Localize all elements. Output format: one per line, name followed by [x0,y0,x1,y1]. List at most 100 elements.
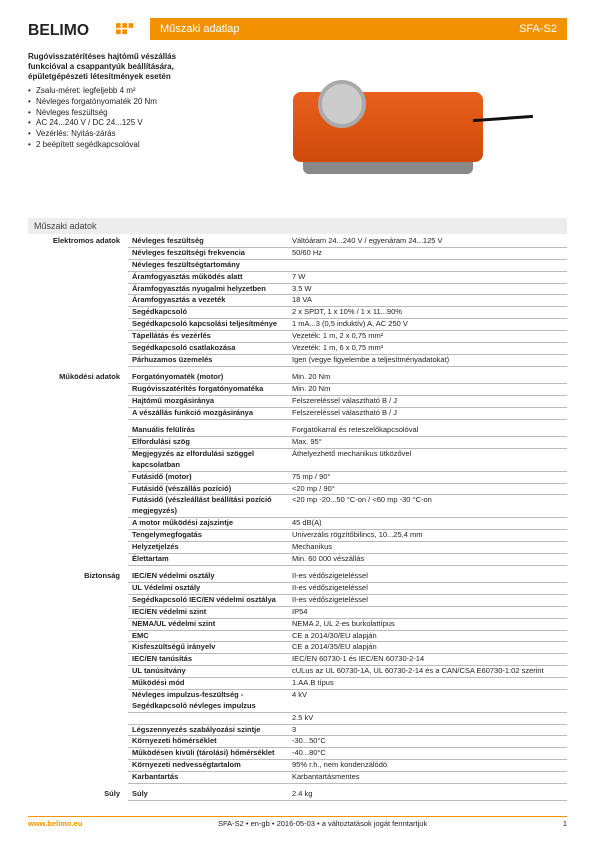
table-row: EMCCE a 2014/30/EU alapján [28,630,567,642]
spec-label: Futásidő (vészleállást beállítási pozíci… [128,495,288,518]
table-row: Tápellátás és vezérlésVezeték: 1 m, 2 x … [28,331,567,343]
title-bar: Műszaki adatlap SFA-S2 [150,18,567,40]
spec-label: Elfordulási szög [128,437,288,449]
spec-label: Tengelymegfogatás [128,530,288,542]
table-row: KarbantartásKarbantartásmentes [28,772,567,784]
spec-value: Felszereléssel választható B / J [288,395,567,407]
table-row: Névleges impulzus-feszültség - Segédkapc… [28,689,567,712]
spec-label: Segédkapcsoló [128,307,288,319]
spec-value: <20 mp -20...50 °C-on / <60 mp -30 °C-on [288,495,567,518]
spec-value: II-es védőszigeteléssel [288,583,567,595]
table-row: Kisfeszültségű irányelvCE a 2014/35/EU a… [28,642,567,654]
spec-value: Forgatókarral és reteszelőkapcsolóval [288,425,567,436]
spec-value: 2 x SPDT, 1 x 10% / 1 x 11...90% [288,307,567,319]
intro-item: Névleges forgatónyomaték 20 Nm [28,97,208,108]
spec-label: Környezeti nedvességtartalom [128,760,288,772]
table-row: Futásidő (motor)75 mp / 90° [28,471,567,483]
group-label [28,583,128,595]
table-row: Áramfogyasztás nyugalmi helyzetben3.5 W [28,283,567,295]
group-label [28,395,128,407]
spec-value: CE a 2014/30/EU alapján [288,630,567,642]
table-row: NEMA/UL védelmi szintNEMA 2, UL 2-es bur… [28,618,567,630]
group-label [28,748,128,760]
spec-label: Helyzetjelzés [128,541,288,553]
spec-value: Váltóáram 24...240 V / egyenáram 24...12… [288,236,567,247]
spec-label: NEMA/UL védelmi szint [128,618,288,630]
table-row: UL Védelmi osztályII-es védőszigetelésse… [28,583,567,595]
table-row: BiztonságIEC/EN védelmi osztályII-es véd… [28,571,567,582]
spec-label: Névleges feszültség [128,236,288,247]
group-label: Súly [28,789,128,800]
table-row: Manuális felülírásForgatókarral és retes… [28,425,567,436]
group-label [28,471,128,483]
group-label [28,712,128,724]
footer: www.belimo.eu SFA-S2 • en-gb • 2016-05-0… [28,816,567,828]
spec-label: IEC/EN védelmi szint [128,606,288,618]
spec-value: <20 mp / 90° [288,483,567,495]
group-label [28,760,128,772]
spec-label [128,712,288,724]
spec-label: Élettartam [128,553,288,565]
table-row: Környezeti nedvességtartalom95% r.h., ne… [28,760,567,772]
spec-label: Névleges feszültségtartomány [128,259,288,271]
spec-value: Karbantartásmentes [288,772,567,784]
intro-item: Zsalu-méret: legfeljebb 4 m² [28,86,208,97]
spec-label: Környezeti hőmérséklet [128,736,288,748]
spec-value: Max. 95° [288,437,567,449]
title-right: SFA-S2 [519,23,557,35]
group-label [28,606,128,618]
spec-value: 1.AA.B típus [288,678,567,690]
table-row: Hajtómű mozgásirányaFelszereléssel válas… [28,395,567,407]
spec-label: UL tanúsítvány [128,666,288,678]
spec-value: 1 mA...3 (0,5 induktív) A, AC 250 V [288,319,567,331]
spec-label: Névleges feszültségi frekvencia [128,247,288,259]
table-row: Segédkapcsoló IEC/EN védelmi osztályaII-… [28,594,567,606]
group-label [28,541,128,553]
spec-label: Segédkapcsoló csatlakozása [128,342,288,354]
spec-value: CE a 2014/35/EU alapján [288,642,567,654]
spec-value: IP54 [288,606,567,618]
section-title: Műszaki adatok [28,218,567,234]
spec-value: 18 VA [288,295,567,307]
intro-item: AC 24...240 V / DC 24...125 V [28,118,208,129]
table-row: ÉlettartamMin. 60 000 vészállás [28,553,567,565]
spec-label: Segédkapcsoló kapcsolási teljesítménye [128,319,288,331]
spec-value: 75 mp / 90° [288,471,567,483]
logo: BELIMO [28,18,138,44]
group-label [28,307,128,319]
svg-text:BELIMO: BELIMO [28,22,89,39]
table-row: Környezeti hőmérséklet-30...50°C [28,736,567,748]
group-label [28,331,128,343]
spec-label: Légszennyezés szabályozási szintje [128,724,288,736]
spec-value: 3 [288,724,567,736]
table-row: Rugóvisszatérítés forgatónyomatékaMin. 2… [28,384,567,396]
spec-value: Felszereléssel választható B / J [288,407,567,419]
group-label [28,319,128,331]
group-label: Biztonság [28,571,128,582]
group-label [28,724,128,736]
spec-value: Min. 60 000 vészállás [288,553,567,565]
group-label [28,689,128,712]
spec-value: Mechanikus [288,541,567,553]
spec-value: II-es védőszigeteléssel [288,571,567,582]
group-label [28,530,128,542]
group-label: Elektromos adatok [28,236,128,247]
group-label [28,384,128,396]
spec-value: Igen (vegye figyelembe a teljesítményada… [288,354,567,366]
spec-label: Működési mód [128,678,288,690]
group-label [28,342,128,354]
spec-value: 7 W [288,271,567,283]
table-row: Névleges feszültségtartomány [28,259,567,271]
spec-label: Megjegyzés az elfordulási szöggel kapcso… [128,448,288,471]
spec-label: IEC/EN tanúsítás [128,654,288,666]
spec-label: Áramfogyasztás nyugalmi helyzetben [128,283,288,295]
spec-label: Névleges impulzus-feszültség - Segédkapc… [128,689,288,712]
spec-label: Tápellátás és vezérlés [128,331,288,343]
table-row: A vészállás funkció mozgásirányaFelszere… [28,407,567,419]
table-row: Futásidő (vészleállást beállítási pozíci… [28,495,567,518]
intro-item: Vezérlés: Nyitás-zárás [28,129,208,140]
group-label [28,736,128,748]
title-left: Műszaki adatlap [160,23,240,35]
group-label: Működési adatok [28,372,128,383]
table-row: IEC/EN védelmi szintIP54 [28,606,567,618]
